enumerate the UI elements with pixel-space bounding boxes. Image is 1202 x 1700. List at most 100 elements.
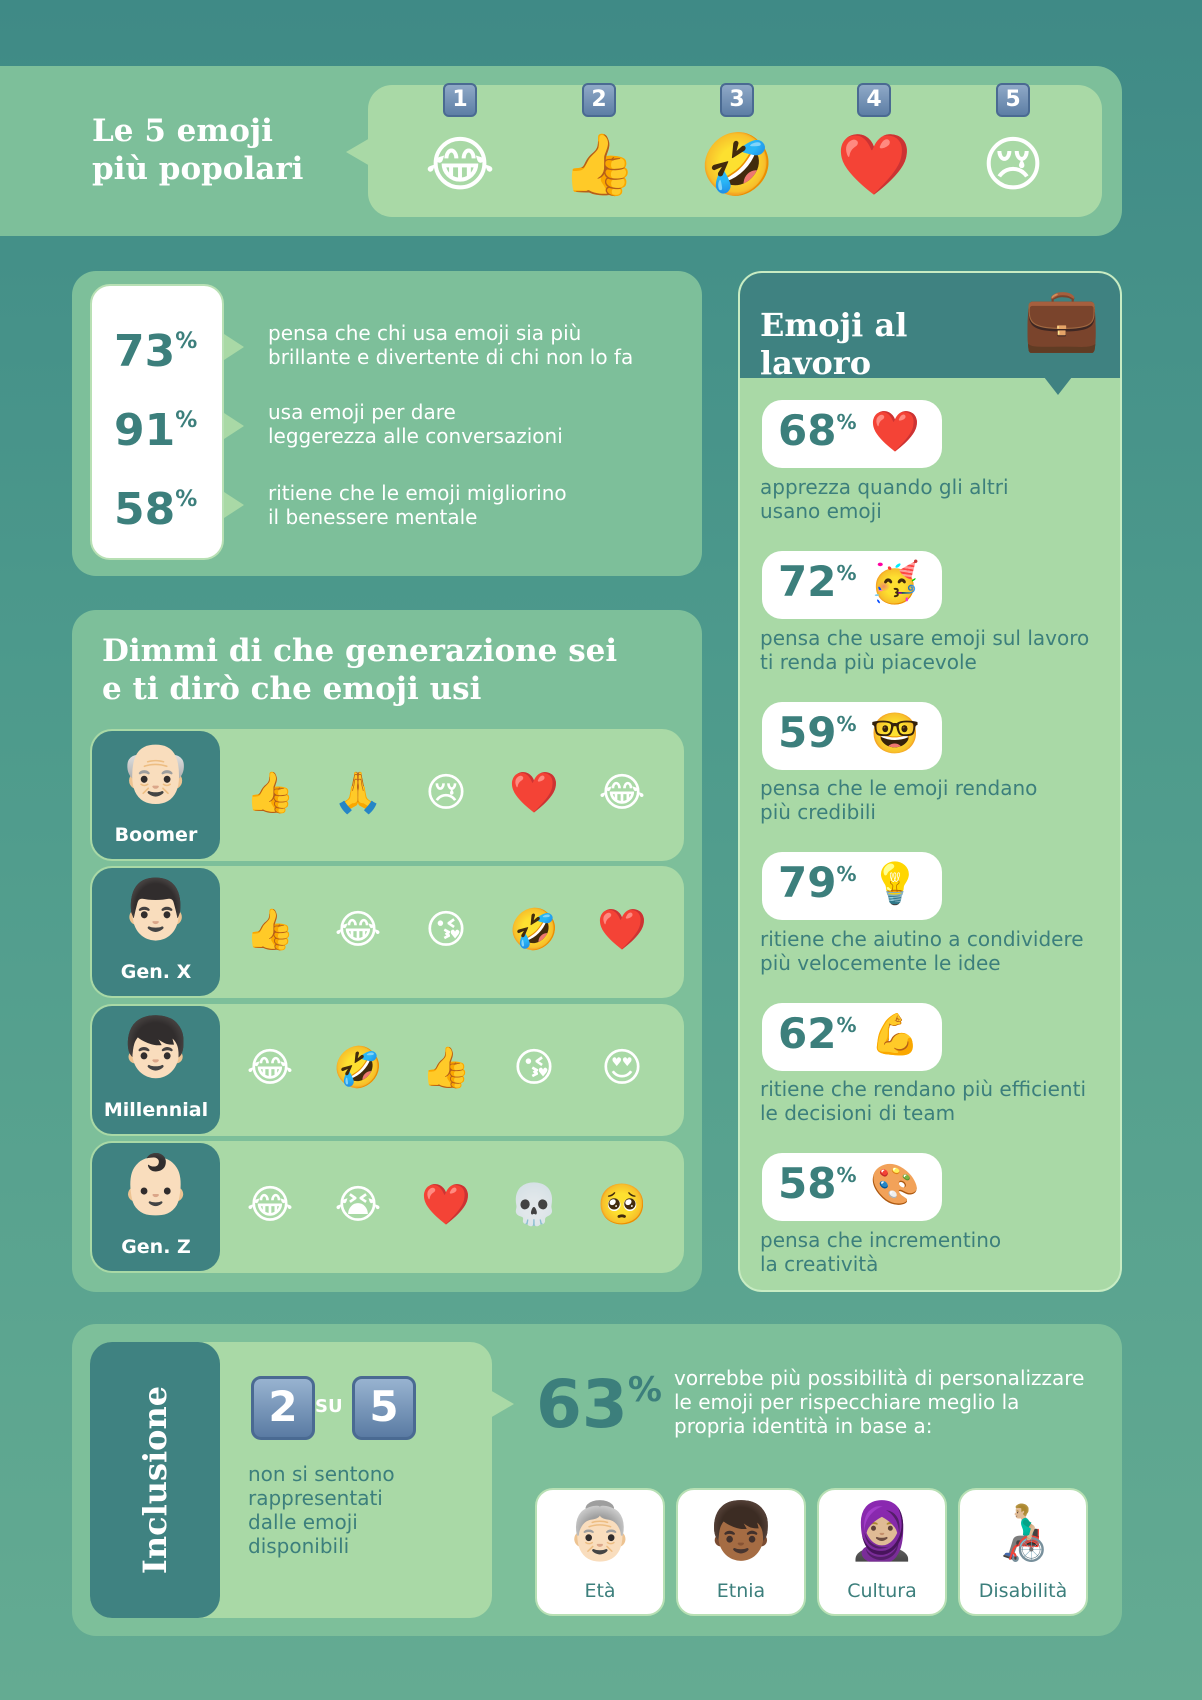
- generation-badge: 👦🏻 Millennial: [92, 1006, 220, 1134]
- generation-emoji: 👍: [245, 907, 295, 953]
- work-stat-text: ritiene che aiutino a condividere più vel…: [760, 927, 1084, 975]
- top-emoji-ranking: 1 😂 2 👍 3 🤣 4 ❤️ 5 😢: [368, 83, 1102, 217]
- rank-number: 3: [720, 83, 754, 117]
- identity-card-disability: 👨🏼‍🦽 Disabilità: [958, 1488, 1088, 1616]
- work-percentage: 59%: [778, 708, 857, 757]
- work-stat-text: ritiene che rendano più efficienti le dec…: [760, 1077, 1086, 1125]
- nerd-face-icon: 🤓: [870, 711, 920, 757]
- work-stat-pill: 62% 💪: [762, 1003, 942, 1071]
- generation-label: Millennial: [103, 1099, 209, 1121]
- generation-emoji: 😂: [334, 907, 382, 953]
- stat-description: ritiene che le emoji migliorino il beness…: [268, 481, 567, 529]
- inclusion-label: Inclusione: [136, 1385, 174, 1575]
- inclusion-text: vorrebbe più possibilità di personalizza…: [674, 1366, 1085, 1438]
- generation-emoji: 🙏: [333, 770, 383, 816]
- generation-emoji: ❤️: [597, 907, 647, 953]
- inclusion-percentage: 63%: [536, 1366, 662, 1443]
- keycap-two-icon: 2: [251, 1376, 315, 1440]
- generations-title: Dimmi di che generazione sei e ti dirò c…: [102, 633, 618, 707]
- generation-label: Gen. Z: [121, 1236, 191, 1258]
- work-percentage: 58%: [778, 1159, 857, 1208]
- headscarf-woman-icon: 🧕🏼: [847, 1499, 917, 1564]
- generation-row-boomer: 👴🏻 Boomer 👍 🙏 😢 ❤️ 😂: [90, 729, 684, 861]
- work-header: [740, 273, 1120, 378]
- generation-emoji: 😍: [601, 1045, 643, 1091]
- work-percentage: 72%: [778, 557, 857, 606]
- generation-emoji: 👍: [245, 770, 295, 816]
- rank-item: 1 😂: [410, 83, 510, 217]
- rank-emoji: 🤣: [699, 130, 775, 200]
- generation-emoji: 👍: [421, 1045, 471, 1091]
- party-face-icon: 🥳: [870, 560, 920, 606]
- generation-emoji: 🤣: [333, 1045, 383, 1091]
- briefcase-icon: 💼: [1023, 282, 1101, 355]
- work-stat-text: pensa che le emoji rendano più credibili: [760, 776, 1038, 824]
- bubble-tail: [490, 1390, 514, 1418]
- stats-card: 73% 91% 58%: [90, 284, 224, 560]
- stat-percentage: 58%: [114, 484, 198, 535]
- generation-label: Boomer: [114, 824, 198, 846]
- work-header-tail: [1044, 377, 1072, 395]
- generation-label: Gen. X: [120, 961, 192, 983]
- identity-label: Etnia: [716, 1580, 766, 1602]
- generation-emoji: ❤️: [509, 770, 559, 816]
- bubble-tail: [346, 138, 370, 166]
- flexed-biceps-icon: 💪: [870, 1012, 920, 1058]
- boy-icon: 👦🏾: [706, 1499, 776, 1564]
- identity-card-culture: 🧕🏼 Cultura: [817, 1488, 947, 1616]
- generation-badge: 👨🏻 Gen. X: [92, 868, 220, 996]
- identity-card-age: 👵🏻 Età: [535, 1488, 665, 1616]
- rank-emoji: 😢: [981, 130, 1045, 200]
- top-title-line2: più popolari: [92, 151, 304, 187]
- wheelchair-person-icon: 👨🏼‍🦽: [988, 1499, 1058, 1564]
- inclusion-su: SU: [315, 1396, 343, 1417]
- rank-number: 5: [996, 83, 1030, 117]
- older-woman-icon: 👵🏻: [565, 1499, 635, 1564]
- generation-badge: 👶🏻 Gen. Z: [92, 1143, 220, 1271]
- rank-emoji: 😂: [424, 130, 496, 200]
- generation-emoji: 😭: [334, 1182, 382, 1228]
- top-emoji-title: Le 5 emoji più popolari: [92, 112, 332, 188]
- identity-card-ethnicity: 👦🏾 Etnia: [676, 1488, 806, 1616]
- generation-emoji: 😘: [513, 1045, 555, 1091]
- generation-emoji: 🥺: [597, 1182, 647, 1228]
- work-stat-text: pensa che incrementino la creatività: [760, 1228, 1002, 1276]
- top-title-line1: Le 5 emoji: [92, 113, 273, 149]
- stat-percentage: 91%: [114, 405, 198, 456]
- work-percentage: 79%: [778, 858, 857, 907]
- rank-number: 1: [443, 83, 477, 117]
- work-stat-pill: 79% 💡: [762, 852, 942, 920]
- identity-label: Cultura: [847, 1580, 917, 1602]
- generation-badge: 👴🏻 Boomer: [92, 731, 220, 859]
- generation-emoji: 😢: [425, 770, 467, 816]
- rank-number: 4: [857, 83, 891, 117]
- generation-emoji: 💀: [509, 1182, 559, 1228]
- generation-emoji: ❤️: [421, 1182, 471, 1228]
- work-stat-text: pensa che usare emoji sul lavoro ti renda…: [760, 626, 1090, 674]
- genz-avatar-icon: 👶🏻: [119, 1150, 193, 1218]
- keycap-five-icon: 5: [352, 1376, 416, 1440]
- generation-row-millennial: 👦🏻 Millennial 😂 🤣 👍 😘 😍: [90, 1004, 684, 1136]
- rank-number: 2: [582, 83, 616, 117]
- stat-tail: [224, 492, 244, 518]
- identity-label: Età: [584, 1580, 616, 1602]
- stat-tail: [224, 413, 244, 439]
- stat-description: usa emoji per dare leggerezza alle conver…: [268, 400, 563, 448]
- heart-icon: ❤️: [870, 409, 920, 455]
- work-stat-text: apprezza quando gli altri usano emoji: [760, 475, 1009, 523]
- light-bulb-icon: 💡: [870, 861, 920, 907]
- rank-item: 5 😢: [963, 83, 1063, 217]
- work-stat-pill: 59% 🤓: [762, 702, 942, 770]
- rank-item: 4 ❤️: [824, 83, 924, 217]
- rank-item: 2 👍: [549, 83, 649, 217]
- work-stat-pill: 72% 🥳: [762, 551, 942, 619]
- work-percentage: 68%: [778, 406, 857, 455]
- work-stat-pill: 68% ❤️: [762, 400, 942, 468]
- work-percentage: 62%: [778, 1009, 857, 1058]
- stat-tail: [224, 334, 244, 360]
- generation-row-genz: 👶🏻 Gen. Z 😂 😭 ❤️ 💀 🥺: [90, 1141, 684, 1273]
- boomer-avatar-icon: 👴🏻: [119, 738, 193, 806]
- inclusion-badge: [90, 1342, 220, 1618]
- work-title: Emoji al lavoro: [760, 306, 908, 382]
- generation-emoji: 😂: [246, 1045, 294, 1091]
